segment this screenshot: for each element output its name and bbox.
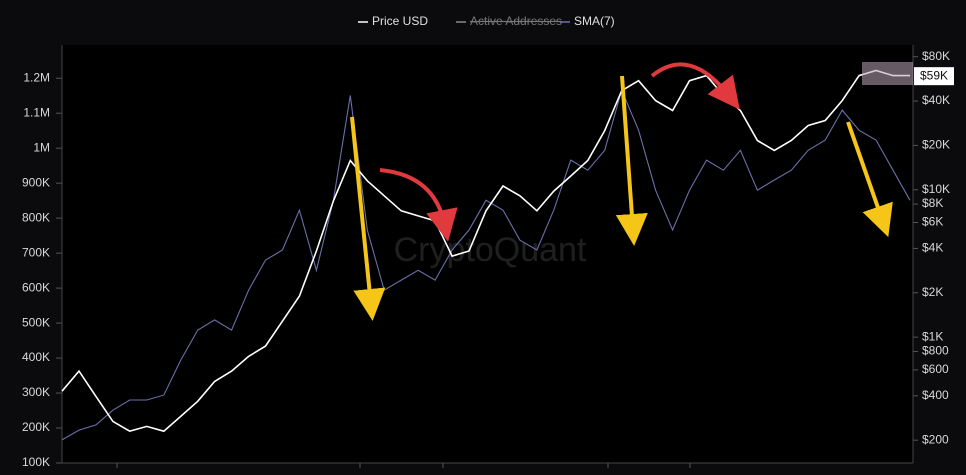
y-tick-label: 800K [22,210,50,224]
legend-label[interactable]: Price USD [372,14,428,28]
y-tick-label: 1.1M [23,105,50,119]
y2-tick-label: $8K [922,196,943,210]
y2-tick-label: $400 [922,388,949,402]
axes-labels: 100K 200K 300K 400K 500K 600K 700K 800K 900K 1M 1.… [22,49,954,469]
y-tick-label: 700K [22,245,50,259]
legend-label[interactable]: Active Addresses [470,14,562,28]
y2-tick-label: $4K [922,241,943,255]
annotations [350,62,893,321]
y-tick-label: 600K [22,280,50,294]
y-tick-label: 1.2M [23,70,50,84]
price-tag-box [914,67,954,86]
x-ticks [116,463,691,468]
series-line [61,69,910,433]
y2-tick-label: $600 [922,362,949,376]
y-tick-label: 1M [33,140,50,154]
y2-tick-label: $40K [922,93,950,107]
legend: Price USD Active Addresses SMA(7) [358,14,615,28]
y2-tick-label: $2K [922,285,943,299]
highlight [862,62,913,85]
series-layer [61,69,911,441]
y-tick-label: 400K [22,350,50,364]
price-tag-label: $59K [920,68,948,82]
y2-tick-label: $6K [922,215,943,229]
y-tick-label: 500K [22,315,50,329]
y2-tick-label: $80K [922,49,950,63]
legend-label[interactable]: SMA(7) [574,14,615,28]
y2-tick-label: $800 [922,344,949,358]
y-tick-label: 300K [22,385,50,399]
y2-tick-label: $1K [922,329,943,343]
watermark: CryptoQuant [394,231,587,269]
y-tick-label: 900K [22,175,50,189]
series-line [61,88,911,441]
y-tick-label: 200K [22,420,50,434]
y-tick-label: 100K [22,455,50,469]
y2-tick-label: $200 [922,432,949,446]
y2-tick-label: $20K [922,138,950,152]
y2-tick-label: $10K [922,182,950,196]
